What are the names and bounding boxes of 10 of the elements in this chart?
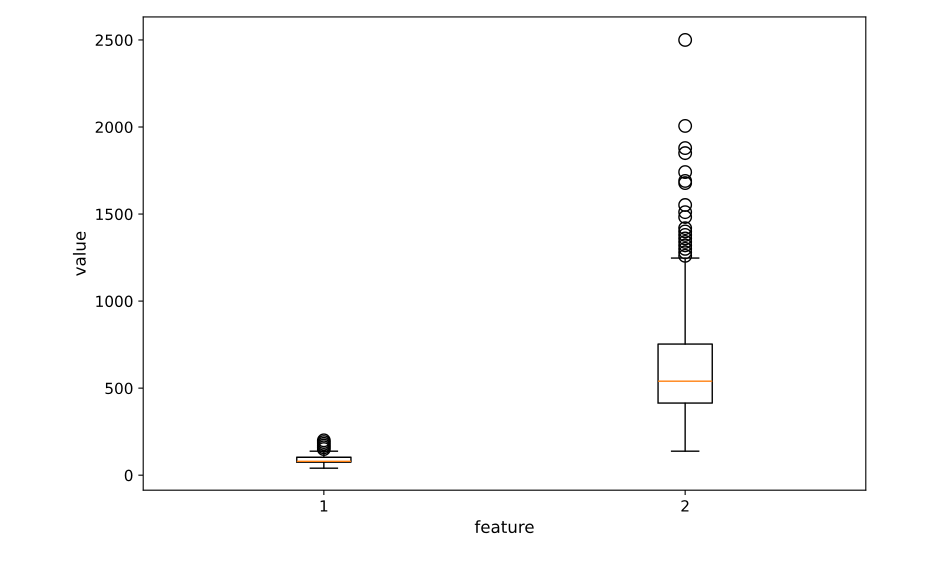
x-axis-title: feature [474, 520, 534, 534]
x-tick-label: 2 [681, 500, 688, 512]
x-tick-label: 1 [320, 500, 328, 512]
y-tick-label: 2500 [96, 34, 132, 46]
y-axis-title: value [72, 232, 86, 276]
y-tick-label: 2000 [96, 121, 132, 134]
y-tick-label: 500 [106, 382, 132, 394]
y-tick-label: 1500 [96, 208, 132, 220]
y-tick-label: 1000 [96, 296, 132, 308]
y-tick-label: 0 [124, 470, 132, 482]
